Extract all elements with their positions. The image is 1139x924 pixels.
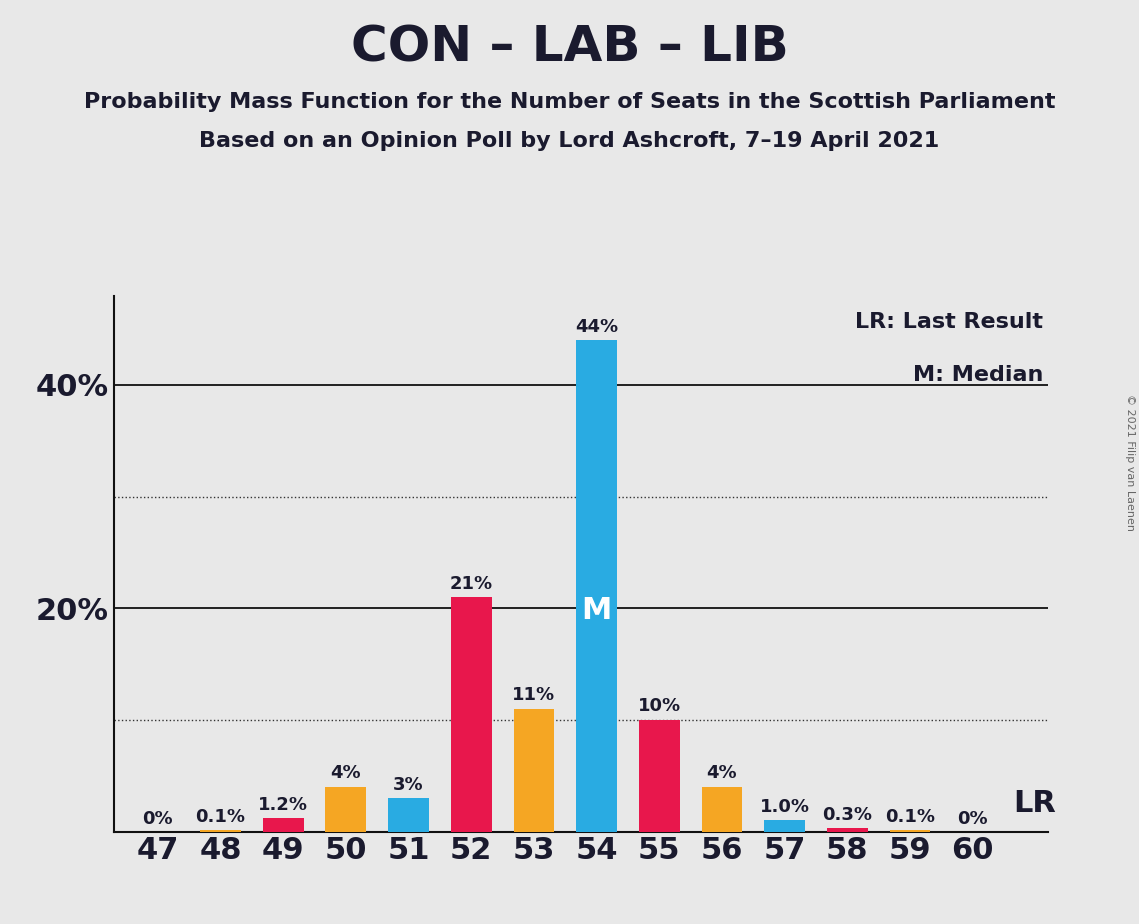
Bar [764, 821, 805, 832]
Text: 0.3%: 0.3% [822, 806, 872, 824]
Text: M: Median: M: Median [912, 365, 1043, 385]
Text: 44%: 44% [575, 318, 618, 336]
Bar [639, 720, 680, 832]
Text: Based on an Opinion Poll by Lord Ashcroft, 7–19 April 2021: Based on an Opinion Poll by Lord Ashcrof… [199, 131, 940, 152]
Bar [702, 787, 743, 832]
Bar [326, 787, 367, 832]
Text: 0.1%: 0.1% [196, 808, 246, 826]
Text: 3%: 3% [393, 775, 424, 794]
Bar [890, 831, 931, 832]
Text: 21%: 21% [450, 575, 493, 592]
Bar [576, 340, 617, 832]
Text: 10%: 10% [638, 698, 681, 715]
Text: CON – LAB – LIB: CON – LAB – LIB [351, 23, 788, 71]
Text: 0%: 0% [958, 810, 988, 828]
Text: 1.2%: 1.2% [259, 796, 309, 814]
Bar [514, 709, 555, 832]
Text: LR: LR [1014, 789, 1056, 818]
Text: 4%: 4% [330, 764, 361, 783]
Bar [200, 831, 240, 832]
Text: Probability Mass Function for the Number of Seats in the Scottish Parliament: Probability Mass Function for the Number… [84, 92, 1055, 113]
Bar [827, 828, 868, 832]
Text: LR: Last Result: LR: Last Result [855, 311, 1043, 332]
Text: 1.0%: 1.0% [760, 798, 810, 816]
Text: M: M [581, 596, 612, 625]
Bar [451, 597, 492, 832]
Text: 11%: 11% [513, 687, 556, 704]
Text: 0%: 0% [142, 810, 173, 828]
Bar [263, 819, 303, 832]
Bar [388, 798, 429, 832]
Text: © 2021 Filip van Laenen: © 2021 Filip van Laenen [1125, 394, 1134, 530]
Text: 4%: 4% [706, 764, 737, 783]
Text: 0.1%: 0.1% [885, 808, 935, 826]
